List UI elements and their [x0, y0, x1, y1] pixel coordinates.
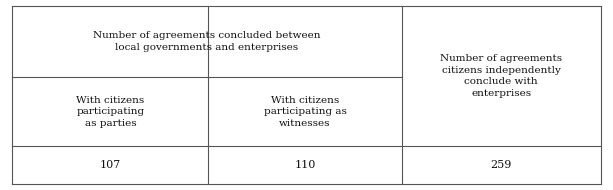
Text: 110: 110	[294, 160, 316, 170]
Text: Number of agreements concluded between
local governments and enterprises: Number of agreements concluded between l…	[93, 31, 321, 51]
Text: With citizens
participating
as parties: With citizens participating as parties	[76, 96, 145, 127]
Text: 259: 259	[490, 160, 512, 170]
Text: 107: 107	[100, 160, 121, 170]
Text: With citizens
participating as
witnesses: With citizens participating as witnesses	[264, 96, 346, 127]
Text: Number of agreements
citizens independently
conclude with
enterprises: Number of agreements citizens independen…	[440, 54, 562, 98]
